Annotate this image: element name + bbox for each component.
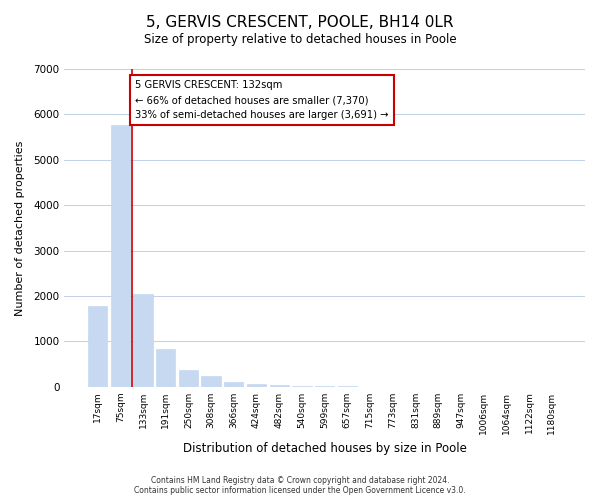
Bar [202, 376, 221, 386]
Bar [88, 306, 107, 386]
Text: 5 GERVIS CRESCENT: 132sqm
← 66% of detached houses are smaller (7,370)
33% of se: 5 GERVIS CRESCENT: 132sqm ← 66% of detac… [135, 80, 389, 120]
Bar [110, 126, 130, 386]
Bar [179, 370, 198, 386]
Text: Contains HM Land Registry data © Crown copyright and database right 2024.
Contai: Contains HM Land Registry data © Crown c… [134, 476, 466, 495]
Text: Size of property relative to detached houses in Poole: Size of property relative to detached ho… [143, 32, 457, 46]
Y-axis label: Number of detached properties: Number of detached properties [15, 140, 25, 316]
X-axis label: Distribution of detached houses by size in Poole: Distribution of detached houses by size … [183, 442, 467, 455]
Bar [224, 382, 244, 386]
Bar [156, 349, 175, 387]
Bar [247, 384, 266, 386]
Text: 5, GERVIS CRESCENT, POOLE, BH14 0LR: 5, GERVIS CRESCENT, POOLE, BH14 0LR [146, 15, 454, 30]
Bar [133, 294, 152, 386]
